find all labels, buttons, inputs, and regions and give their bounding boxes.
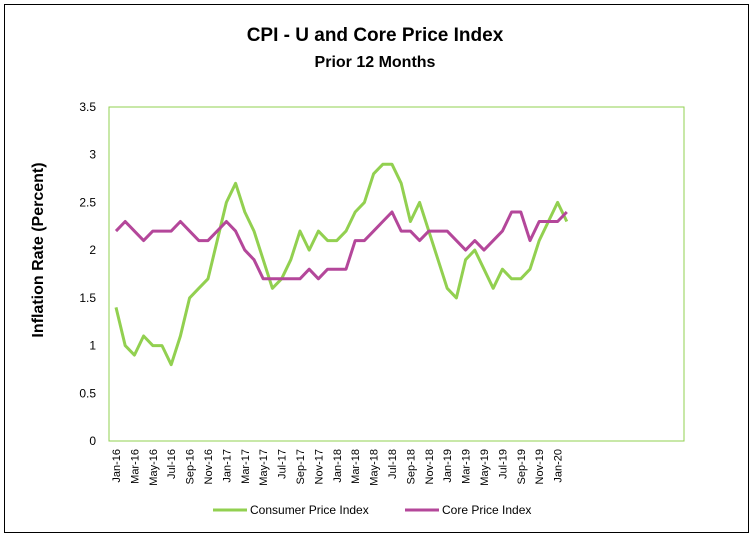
x-tick-label: Mar-18	[350, 449, 362, 484]
y-tick-label: 0.5	[79, 386, 96, 400]
x-tick-label: Mar-17	[240, 449, 252, 484]
x-tick-label: Sep-17	[295, 449, 307, 484]
x-tick-label: Nov-18	[424, 449, 436, 484]
legend: Consumer Price Index Core Price Index	[213, 503, 531, 517]
series-line-core	[114, 210, 568, 281]
x-tick-label: Jan-17	[221, 449, 233, 483]
x-tick-label: Mar-16	[129, 449, 141, 484]
x-tick-label: Jan-19	[442, 449, 454, 483]
legend-label-core: Core Price Index	[442, 503, 531, 517]
x-axis-ticks: Jan-16 Mar-16 May-16 Jul-16 Sep-16 Nov-16 Jan-…	[111, 449, 565, 486]
y-tick-label: 2	[89, 243, 96, 257]
chart-frame	[4, 4, 749, 533]
y-tick-label: 0	[89, 434, 96, 448]
y-tick-label: 3.5	[79, 100, 96, 114]
x-tick-label: Jul-17	[277, 449, 289, 479]
x-tick-label: Jan-18	[332, 449, 344, 483]
series-lines	[114, 162, 569, 367]
x-tick-label: Sep-18	[405, 449, 417, 484]
y-tick-label: 1	[89, 339, 96, 353]
x-tick-label: Nov-16	[203, 449, 215, 484]
legend-label-cpi: Consumer Price Index	[250, 503, 369, 517]
series-line-cpi	[114, 162, 569, 367]
y-axis-label: Inflation Rate (Percent)	[30, 162, 47, 337]
x-tick-label: May-16	[148, 449, 160, 486]
y-axis-ticks: 0 0.5 1 1.5 2 2.5 3 3.5	[79, 100, 96, 448]
x-tick-label: Jul-16	[166, 449, 178, 479]
x-tick-label: Jul-18	[387, 449, 399, 479]
x-tick-label: Mar-19	[461, 449, 473, 484]
x-tick-label: Jan-20	[553, 449, 565, 483]
x-tick-label: Nov-19	[534, 449, 546, 484]
y-tick-label: 2.5	[79, 195, 96, 209]
x-tick-label: May-19	[479, 449, 491, 486]
x-tick-label: May-17	[258, 449, 270, 486]
x-tick-label: Sep-19	[516, 449, 528, 484]
x-tick-label: Sep-16	[185, 449, 197, 484]
plot-area	[108, 106, 685, 442]
x-tick-label: Nov-17	[313, 449, 325, 484]
chart-title: CPI - U and Core Price Index	[247, 25, 504, 46]
y-tick-label: 3	[89, 148, 96, 162]
chart-subtitle: Prior 12 Months	[315, 54, 436, 71]
x-tick-label: May-18	[369, 449, 381, 486]
x-tick-label: Jul-19	[497, 449, 509, 479]
x-tick-label: Jan-16	[111, 449, 123, 483]
y-tick-label: 1.5	[79, 291, 96, 305]
